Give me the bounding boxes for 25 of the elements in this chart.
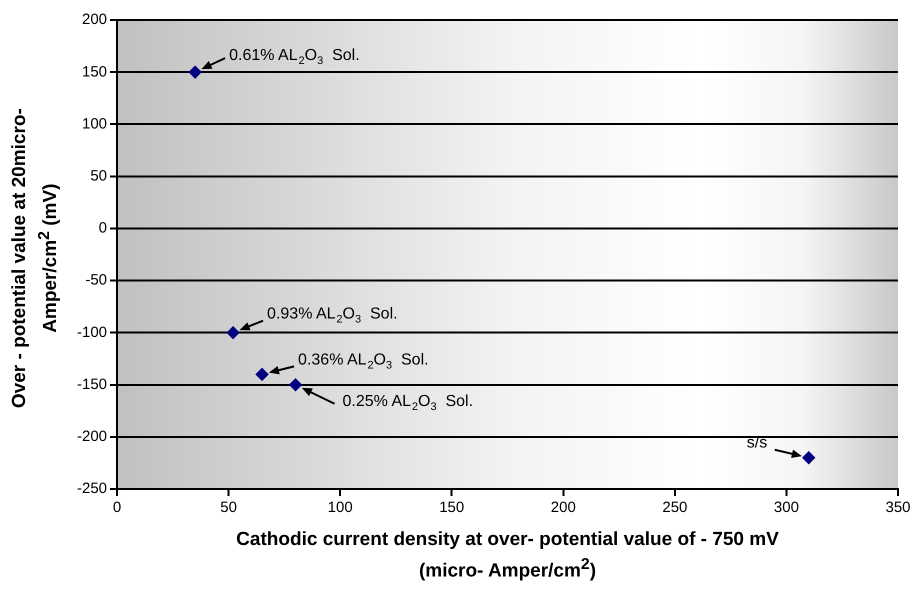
- y-tick-label: 200: [82, 11, 108, 28]
- point: [226, 326, 240, 340]
- x-tick-label: 150: [439, 499, 464, 516]
- point: [802, 451, 816, 464]
- x-tick-label: 0: [112, 499, 122, 516]
- y-tick-label: -100: [76, 324, 108, 341]
- y-tick-label: -50: [85, 272, 108, 289]
- y-tick-label: 0: [98, 220, 108, 237]
- x-tick-label: 50: [220, 499, 237, 516]
- y-tick-label: -200: [76, 428, 108, 446]
- y-tick-label: -250: [76, 480, 108, 498]
- point: [256, 368, 269, 381]
- point: [289, 378, 302, 392]
- y-tick-label: 150: [82, 63, 108, 80]
- y-tick-label: -150: [76, 376, 108, 393]
- x-tick-label: 200: [550, 499, 576, 516]
- x-tick-label: 350: [885, 499, 911, 516]
- point: [188, 66, 202, 79]
- annotation: s/s: [746, 434, 768, 452]
- x-axis-title: Cathodic current density at over- potential value of - 750 mV (micro- Amper/cm$^{2}$): [235, 528, 780, 584]
- y-tick-label: 100: [82, 115, 108, 132]
- x-tick-label: 250: [662, 499, 688, 516]
- y-tick-label: 50: [90, 167, 108, 184]
- x-tick-label: 100: [328, 499, 353, 516]
- x-tick-label: 300: [774, 499, 799, 516]
